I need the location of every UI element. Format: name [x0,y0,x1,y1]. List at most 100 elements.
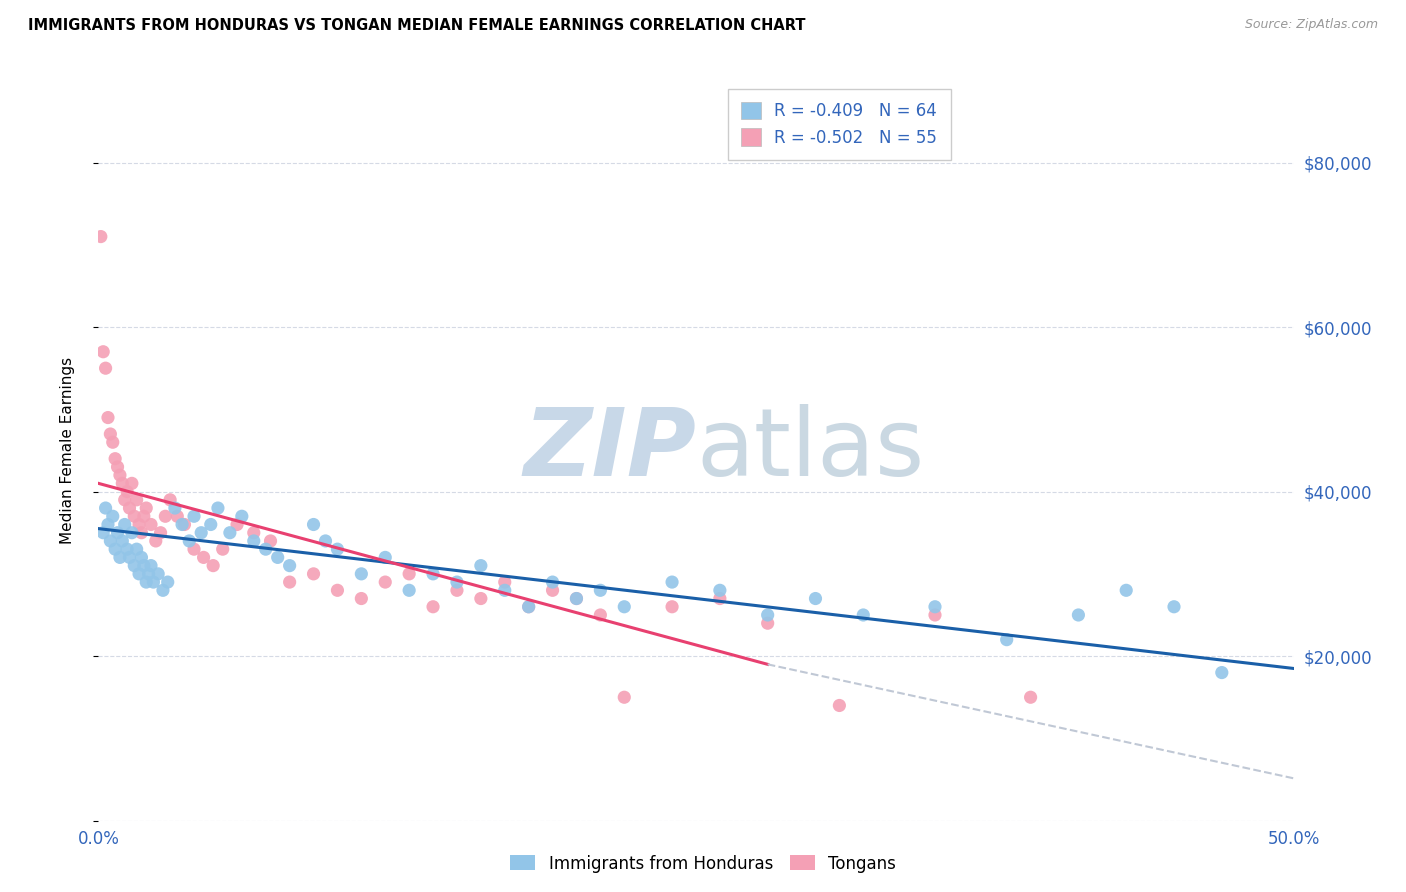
Point [135,501,157,516]
Point [231,509,253,524]
Point [446,575,468,590]
Point [995,632,1018,647]
Point [128,517,150,532]
Point [315,533,337,548]
Point [278,575,301,590]
Point [302,517,325,532]
Point [326,583,349,598]
Point [98,427,122,442]
Point [131,550,153,565]
Point [589,583,612,598]
Point [494,583,516,598]
Point [267,550,290,565]
Point [121,525,143,540]
Point [804,591,827,606]
Point [91,525,114,540]
Legend: R = -0.409   N = 64, R = -0.502   N = 55: R = -0.409 N = 64, R = -0.502 N = 55 [728,88,950,160]
Point [142,575,165,590]
Point [97,410,120,425]
Point [589,607,612,622]
Point [1211,665,1233,680]
Point [125,492,148,507]
Point [139,517,162,532]
Point [101,435,124,450]
Point [470,591,492,606]
Point [132,558,155,573]
Text: ZIP: ZIP [523,404,696,497]
Point [139,558,162,573]
Point [124,509,146,524]
Point [173,517,195,532]
Point [541,583,564,598]
Point [924,599,946,614]
Point [398,583,420,598]
Point [613,599,636,614]
Point [517,599,540,614]
Point [1067,607,1090,622]
Point [108,550,131,565]
Point [159,492,181,507]
Point [709,591,731,606]
Point [243,525,266,540]
Point [422,599,444,614]
Point [183,542,205,557]
Point [104,451,127,466]
Point [243,533,266,548]
Point [138,566,160,581]
Y-axis label: Median Female Earnings: Median Female Earnings [60,357,75,544]
Point [179,533,201,548]
Legend: Immigrants from Honduras, Tongans: Immigrants from Honduras, Tongans [503,848,903,880]
Text: IMMIGRANTS FROM HONDURAS VS TONGAN MEDIAN FEMALE EARNINGS CORRELATION CHART: IMMIGRANTS FROM HONDURAS VS TONGAN MEDIA… [28,18,806,33]
Point [211,542,233,557]
Point [374,550,396,565]
Point [111,533,134,548]
Point [226,517,249,532]
Point [254,542,277,557]
Point [565,591,588,606]
Point [98,533,122,548]
Point [200,517,222,532]
Point [125,542,148,557]
Point [326,542,349,557]
Point [166,509,188,524]
Point [107,525,129,540]
Point [350,566,373,581]
Point [91,344,114,359]
Point [152,583,174,598]
Point [190,525,212,540]
Point [219,525,242,540]
Point [148,566,170,581]
Point [115,484,138,499]
Point [470,558,492,573]
Point [101,509,124,524]
Point [661,599,683,614]
Point [94,361,117,376]
Point [111,476,134,491]
Text: atlas: atlas [696,404,924,497]
Point [128,566,150,581]
Point [145,533,167,548]
Point [183,509,205,524]
Point [302,566,325,581]
Point [107,459,129,474]
Point [118,550,141,565]
Point [132,509,155,524]
Point [155,509,177,524]
Point [756,616,779,631]
Point [259,533,281,548]
Point [494,575,516,590]
Point [565,591,588,606]
Point [118,501,141,516]
Point [1019,690,1042,705]
Point [1163,599,1185,614]
Point [613,690,636,705]
Point [422,566,444,581]
Point [828,698,851,713]
Point [114,517,136,532]
Point [207,501,229,516]
Point [104,542,127,557]
Point [94,501,117,516]
Point [541,575,564,590]
Text: Source: ZipAtlas.com: Source: ZipAtlas.com [1244,18,1378,31]
Point [172,517,194,532]
